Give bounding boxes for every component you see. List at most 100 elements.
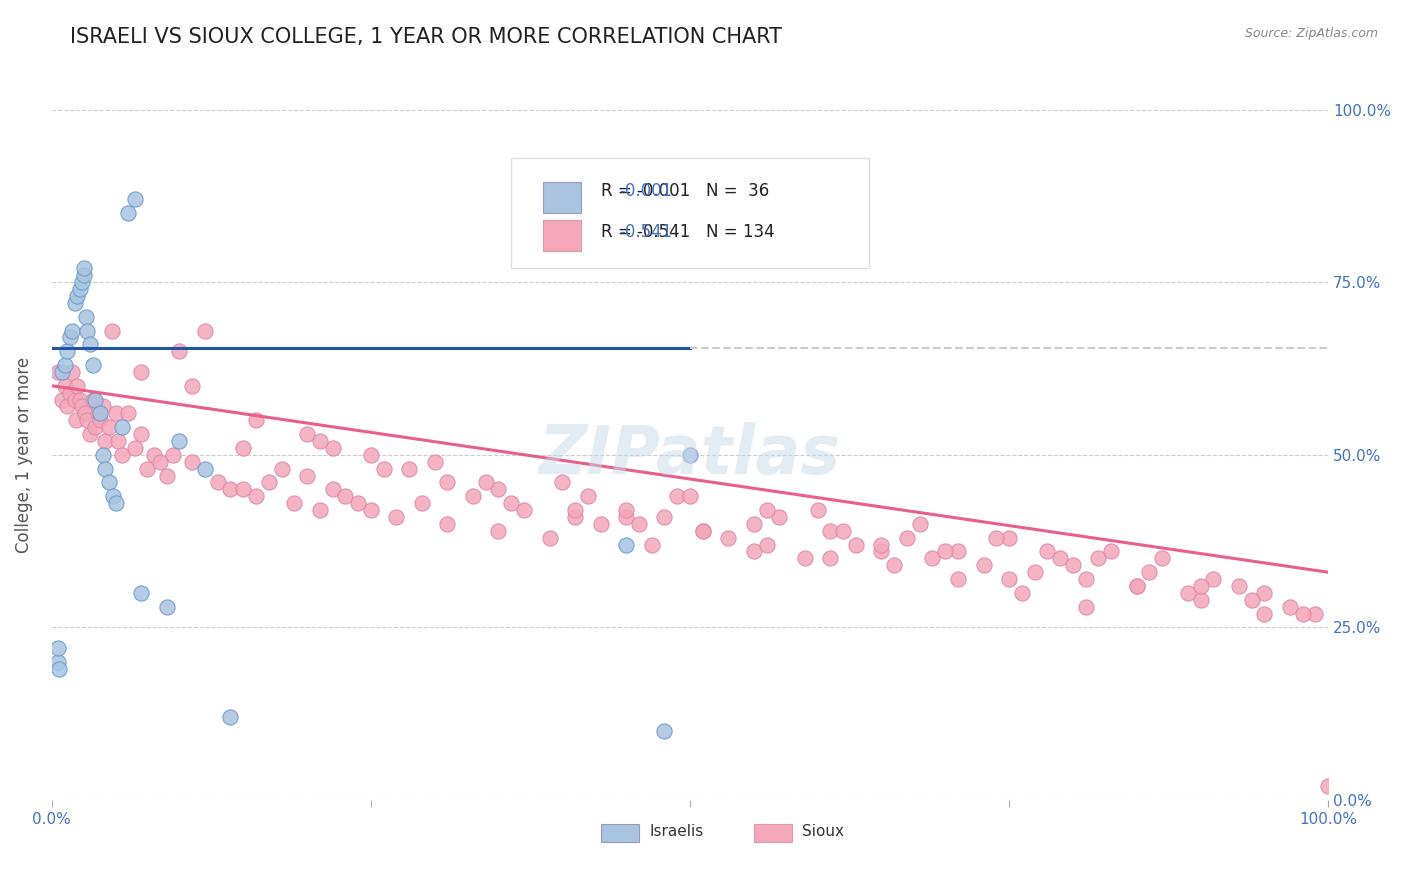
Point (124, 441, 146, 455)
Point (755, 503, 778, 517)
Text: Sioux: Sioux (803, 824, 844, 839)
Point (1062, 558, 1084, 573)
Point (1189, 592, 1212, 607)
FancyBboxPatch shape (543, 220, 582, 251)
Point (91, 448, 114, 462)
Point (56, 344, 79, 359)
Point (66, 378, 89, 392)
Point (679, 489, 702, 503)
Point (576, 489, 599, 503)
Point (181, 378, 204, 392)
Point (373, 461, 395, 475)
Point (245, 489, 267, 503)
Point (104, 496, 127, 510)
Point (501, 496, 523, 510)
Point (46, 641, 69, 656)
Point (73, 268, 96, 283)
Point (59, 385, 82, 400)
Point (156, 599, 179, 614)
Point (46, 365, 69, 379)
Point (973, 558, 995, 573)
Point (1253, 586, 1275, 600)
Point (60, 365, 83, 379)
Point (385, 510, 408, 524)
Point (283, 496, 305, 510)
Point (614, 510, 637, 524)
Point (627, 516, 650, 531)
Point (194, 324, 217, 338)
Point (136, 461, 159, 475)
Point (488, 483, 510, 497)
Point (63, 392, 86, 407)
Point (921, 551, 943, 566)
Point (86, 406, 108, 420)
Text: -0.541: -0.541 (620, 223, 673, 241)
Point (129, 586, 152, 600)
Point (322, 441, 344, 455)
Point (308, 503, 330, 517)
Point (194, 461, 217, 475)
Point (335, 489, 357, 503)
Point (65, 413, 87, 427)
Point (75, 310, 97, 324)
Point (717, 531, 740, 545)
Point (56, 400, 79, 414)
FancyBboxPatch shape (754, 824, 792, 841)
Point (245, 413, 267, 427)
Point (308, 434, 330, 448)
Point (538, 531, 561, 545)
Point (1011, 586, 1033, 600)
Point (347, 496, 370, 510)
Point (589, 516, 612, 531)
Point (1125, 579, 1147, 593)
Point (51, 365, 73, 379)
Point (436, 516, 458, 531)
Point (98, 420, 121, 434)
Text: -0.001: -0.001 (620, 182, 673, 200)
Point (614, 538, 637, 552)
Point (162, 448, 184, 462)
Point (870, 544, 893, 558)
Point (111, 420, 134, 434)
Point (69, 282, 91, 296)
Point (845, 538, 868, 552)
Point (461, 489, 484, 503)
Point (998, 572, 1021, 586)
Point (89, 413, 111, 427)
Point (423, 455, 446, 469)
Point (793, 551, 815, 566)
Point (101, 489, 124, 503)
Point (1305, 607, 1327, 621)
Point (73, 406, 96, 420)
Point (53, 378, 76, 392)
Point (76, 324, 98, 338)
Point (169, 344, 191, 359)
Point (1087, 551, 1109, 566)
Point (79, 427, 101, 442)
Point (129, 427, 152, 442)
FancyBboxPatch shape (543, 182, 582, 213)
Text: ISRAELI VS SIOUX COLLEGE, 1 YEAR OR MORE CORRELATION CHART: ISRAELI VS SIOUX COLLEGE, 1 YEAR OR MORE… (70, 27, 782, 46)
Point (142, 448, 165, 462)
Point (219, 483, 242, 497)
Point (806, 503, 828, 517)
Point (1317, 779, 1340, 793)
Point (257, 475, 280, 490)
Point (84, 420, 107, 434)
Point (72, 400, 94, 414)
Point (117, 206, 139, 220)
Y-axis label: College, 1 year or more: College, 1 year or more (15, 357, 32, 553)
Point (820, 524, 842, 538)
Point (934, 544, 956, 558)
Point (1253, 607, 1275, 621)
Point (60, 324, 83, 338)
Point (82, 392, 104, 407)
Point (1024, 565, 1046, 579)
Point (1036, 544, 1059, 558)
Point (398, 461, 420, 475)
Point (474, 475, 496, 490)
Point (63, 296, 86, 310)
Text: R = -0.001   N =  36: R = -0.001 N = 36 (600, 182, 769, 200)
Point (94, 434, 117, 448)
Text: R = -0.541   N = 134: R = -0.541 N = 134 (600, 223, 775, 241)
